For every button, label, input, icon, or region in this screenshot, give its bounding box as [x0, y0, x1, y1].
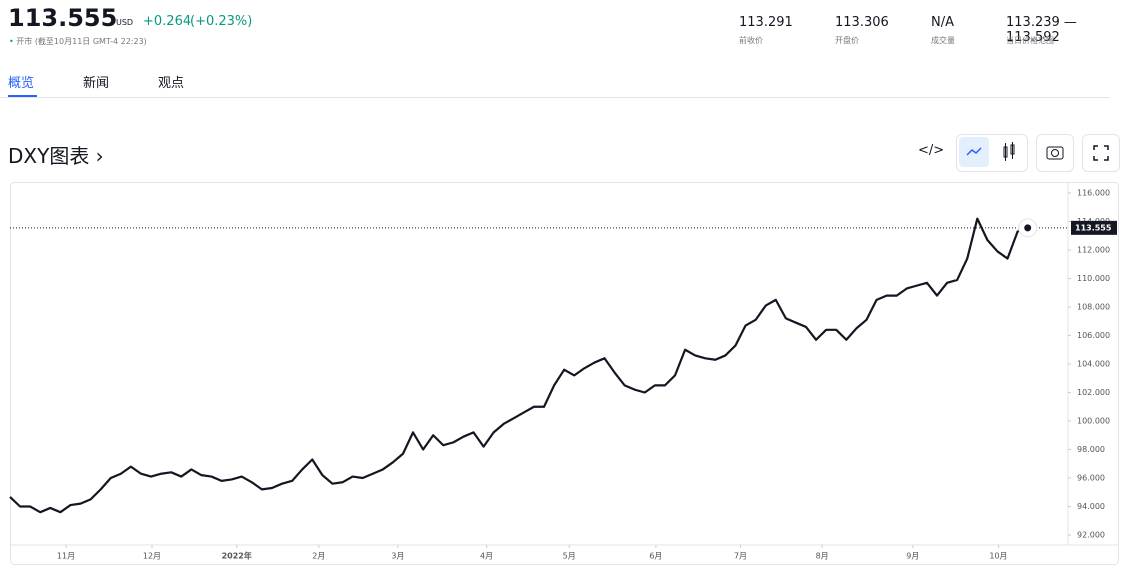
tab-underline [8, 95, 37, 97]
status: • 开市 (截至10月11日 GMT-4 22:23) [9, 37, 147, 46]
stat-value: N/A [931, 15, 954, 30]
y-tick-label: 104.000 [1077, 360, 1110, 369]
x-tick-label: 7月 [734, 552, 747, 561]
x-tick-label: 8月 [816, 552, 829, 561]
line-icon [966, 147, 982, 156]
y-tick-label: 108.000 [1077, 303, 1110, 312]
camera-icon [1046, 146, 1064, 160]
stat-label: 当日价格范围 [1006, 36, 1054, 45]
y-tick-label: 106.000 [1077, 331, 1110, 340]
x-tick-label: 5月 [563, 552, 576, 561]
as-of: (截至10月11日 GMT-4 22:23) [34, 37, 147, 46]
change-pct: (+0.23%) [190, 14, 253, 29]
y-tick-label: 102.000 [1077, 388, 1110, 397]
last-price-label: 113.555 [1075, 223, 1112, 232]
x-tick-label: 6月 [649, 552, 662, 561]
x-tick-label: 2022年 [222, 551, 252, 561]
last-point [1024, 224, 1032, 232]
status-text: 开市 [16, 37, 33, 46]
x-tick-label: 12月 [143, 552, 161, 561]
stat-label: 前收价 [739, 36, 763, 45]
price-line [9, 217, 1029, 514]
embed-button[interactable]: </> [918, 143, 945, 158]
y-tick-label: 94.000 [1077, 502, 1105, 511]
candle-button[interactable] [994, 137, 1024, 167]
tab[interactable]: 概览 [8, 76, 35, 91]
tab[interactable]: 观点 [158, 76, 185, 91]
x-tick-label: 9月 [906, 552, 919, 561]
divider [0, 97, 1110, 98]
y-tick-label: 92.000 [1077, 531, 1105, 540]
x-tick-label: 3月 [391, 552, 404, 561]
y-tick-label: 110.000 [1077, 274, 1110, 283]
line-button[interactable] [959, 137, 989, 167]
chart-heading[interactable]: DXY图表 › [8, 144, 104, 168]
tab[interactable]: 新闻 [83, 76, 110, 91]
y-tick-label: 116.000 [1077, 189, 1110, 198]
y-tick-label: 96.000 [1077, 474, 1105, 483]
y-tick-label: 100.000 [1077, 417, 1110, 426]
stat-value: 113.306 [835, 15, 889, 30]
price: 113.555 [8, 4, 118, 32]
stat-label: 开盘价 [835, 36, 859, 45]
candle-icon [1003, 142, 1015, 161]
fullscreen-button[interactable] [1082, 134, 1120, 172]
last-price-tag [1071, 220, 1117, 235]
chart-frame [10, 182, 1119, 565]
x-tick-label: 4月 [480, 552, 493, 561]
stat-label: 成交量 [931, 36, 955, 45]
x-tick-label: 2月 [312, 552, 325, 561]
stat-value: 113.291 [739, 15, 793, 30]
currency: USD [116, 18, 134, 27]
y-tick-label: 112.000 [1077, 246, 1110, 255]
stat-value: 113.239 — 113.592 [1006, 15, 1077, 45]
y-tick-label: 98.000 [1077, 445, 1105, 454]
chart-style-toggle [956, 134, 1028, 172]
x-tick-label: 10月 [989, 552, 1007, 561]
fullscreen-icon [1093, 145, 1109, 161]
change: +0.264 [143, 14, 192, 29]
snapshot-button[interactable] [1036, 134, 1074, 172]
x-tick-label: 11月 [57, 552, 75, 561]
